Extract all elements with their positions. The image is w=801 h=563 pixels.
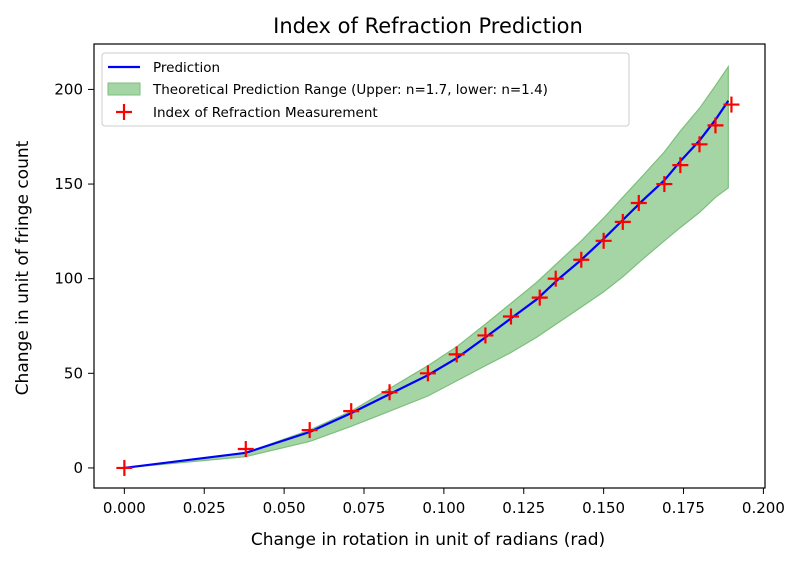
- x-tick-label: 0.150: [582, 499, 625, 517]
- x-tick-label: 0.175: [662, 499, 705, 517]
- legend-label: Prediction: [153, 60, 220, 76]
- chart-title: Index of Refraction Prediction: [273, 14, 583, 38]
- measurement-marker: [237, 441, 254, 458]
- x-tick-label: 0.050: [263, 499, 306, 517]
- plot-area: [93, 43, 766, 489]
- measurement-marker: [691, 136, 708, 153]
- measurement-marker: [656, 176, 673, 193]
- measurement-marker: [116, 459, 133, 476]
- legend: Prediction Theoretical Prediction Range (…: [101, 52, 630, 127]
- measurement-marker: [547, 270, 564, 287]
- legend-label: Index of Refraction Measurement: [153, 105, 378, 121]
- legend-swatch-range: [107, 82, 141, 96]
- measurement-marker: [707, 117, 724, 134]
- x-tick-label: 0.000: [103, 499, 146, 517]
- measurement-marker: [477, 327, 494, 344]
- measurement-marker: [301, 422, 318, 439]
- x-axis-label: Change in rotation in unit of radians (r…: [251, 530, 605, 550]
- y-axis-label: Change in unit of fringe count: [13, 140, 33, 395]
- x-axis-ticks: 0.000 0.025 0.050 0.075 0.100 0.125 0.150 0.175…: [103, 488, 785, 517]
- measurement-marker: [723, 96, 740, 113]
- y-tick-label: 150: [54, 175, 83, 193]
- x-tick-label: 0.125: [502, 499, 545, 517]
- y-tick-label: 50: [64, 364, 83, 382]
- legend-label: Theoretical Prediction Range (Upper: n=1…: [152, 82, 548, 98]
- measurement-marker: [614, 213, 631, 230]
- x-tick-label: 0.200: [742, 499, 785, 517]
- y-axis-ticks: 0 50 100 150 200: [54, 80, 94, 477]
- prediction-range-band: [124, 64, 729, 469]
- measurement-marker: [448, 346, 465, 363]
- legend-box: [101, 52, 630, 127]
- plot-frame: [93, 43, 766, 489]
- y-tick-label: 100: [54, 270, 83, 288]
- measurement-marker: [595, 232, 612, 249]
- x-tick-label: 0.075: [343, 499, 386, 517]
- prediction-line: [124, 100, 730, 469]
- y-tick-label: 200: [54, 80, 83, 98]
- measurement-marker: [502, 308, 519, 325]
- measurement-marker: [672, 157, 689, 174]
- measurement-marker: [343, 403, 360, 420]
- measurement-marker: [381, 384, 398, 401]
- y-tick-label: 0: [73, 459, 83, 477]
- measurement-marker: [531, 289, 548, 306]
- measurement-marker: [573, 251, 590, 268]
- x-tick-label: 0.025: [183, 499, 226, 517]
- measurement-marker: [419, 365, 436, 382]
- measurement-marker: [630, 194, 647, 211]
- x-tick-label: 0.100: [422, 499, 465, 517]
